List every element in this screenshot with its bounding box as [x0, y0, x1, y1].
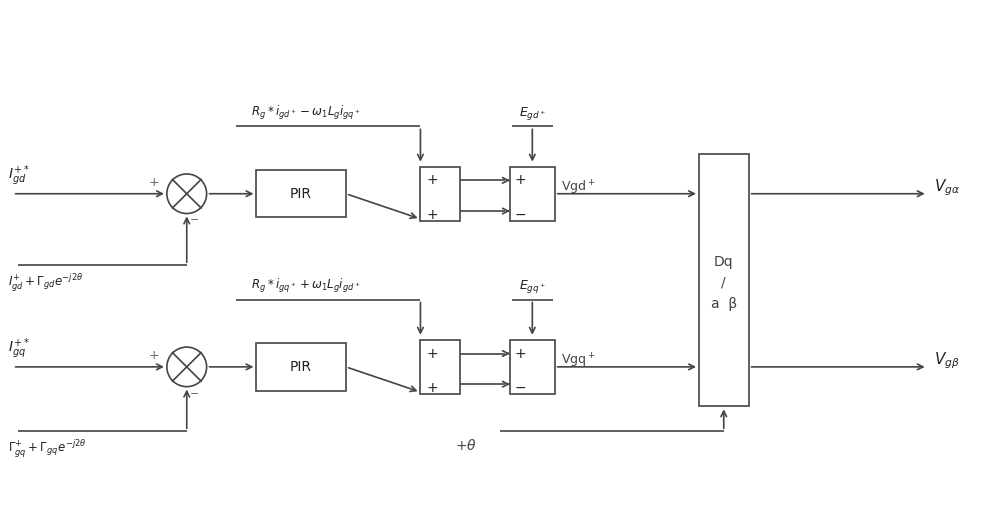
Bar: [420, 339, 460, 394]
Circle shape: [167, 347, 207, 386]
Text: $I_{gd}^{+*}$: $I_{gd}^{+*}$: [8, 163, 29, 188]
Text: $R_g*i_{gq^+}+\omega_1L_gi_{gd^+}$: $R_g*i_{gq^+}+\omega_1L_gi_{gd^+}$: [251, 277, 361, 294]
Text: −: −: [190, 215, 199, 225]
Text: +: +: [426, 347, 438, 360]
Text: +: +: [515, 173, 527, 187]
Text: Vgd$^+$: Vgd$^+$: [561, 179, 595, 197]
Text: −: −: [515, 208, 527, 222]
Bar: [256, 170, 346, 218]
Text: $V_{g\beta}$: $V_{g\beta}$: [934, 350, 959, 371]
Text: +: +: [426, 208, 438, 222]
Text: +: +: [426, 381, 438, 395]
Text: /: /: [721, 275, 726, 289]
Bar: [510, 166, 555, 221]
Text: $I_{gd}^{+}+\Gamma_{gd}e^{-j2\theta}$: $I_{gd}^{+}+\Gamma_{gd}e^{-j2\theta}$: [8, 273, 83, 294]
Text: PIR: PIR: [290, 187, 312, 201]
Text: $\Gamma_{gq}^{+}+\Gamma_{gq}e^{-j2\theta}$: $\Gamma_{gq}^{+}+\Gamma_{gq}e^{-j2\theta…: [8, 439, 86, 460]
Text: $E_{gd^+}$: $E_{gd^+}$: [519, 105, 546, 121]
Text: $R_g*i_{gd^+}-\omega_1L_gi_{gq^+}$: $R_g*i_{gd^+}-\omega_1L_gi_{gq^+}$: [251, 104, 361, 121]
Text: $I_{gq}^{+*}$: $I_{gq}^{+*}$: [8, 336, 29, 361]
Text: +: +: [426, 173, 438, 187]
Text: +: +: [149, 176, 160, 189]
Text: PIR: PIR: [290, 360, 312, 374]
Bar: [510, 339, 555, 394]
Text: $E_{gq^+}$: $E_{gq^+}$: [519, 278, 546, 294]
Text: +: +: [149, 349, 160, 362]
Bar: [420, 166, 460, 221]
Circle shape: [167, 174, 207, 213]
Text: $+ \theta$: $+ \theta$: [455, 438, 477, 453]
Text: −: −: [515, 381, 527, 395]
Text: −: −: [190, 389, 199, 399]
Text: a  β: a β: [711, 297, 737, 311]
Text: $V_{g\alpha}$: $V_{g\alpha}$: [934, 177, 960, 198]
Text: Vgq$^+$: Vgq$^+$: [561, 352, 595, 370]
Text: Dq: Dq: [714, 256, 734, 269]
Bar: [256, 343, 346, 391]
Bar: [699, 154, 749, 406]
Text: +: +: [515, 347, 527, 360]
